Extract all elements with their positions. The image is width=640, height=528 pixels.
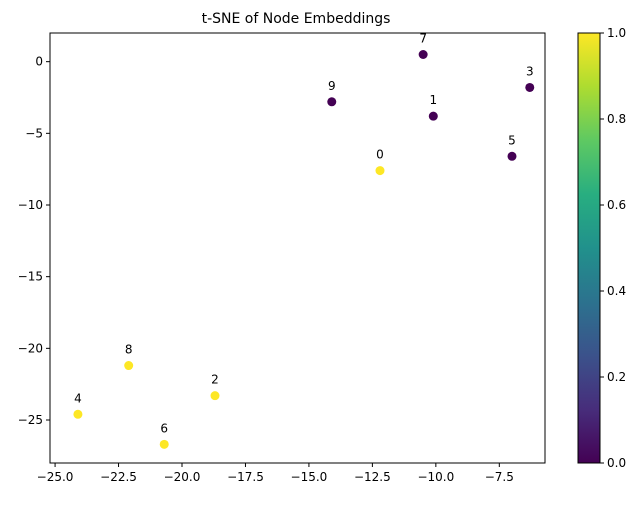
data-point [124,361,134,371]
point-label: 8 [125,343,133,357]
colorbar-tick-label: 0.0 [607,456,626,470]
point-label: 6 [160,421,168,435]
colorbar-tick-label: 1.0 [607,26,626,40]
point-label: 1 [429,93,437,107]
chart-title: t-SNE of Node Embeddings [202,11,391,27]
plot-area: −25.0 −22.5 −20.0 −17.5 −15.0 −12.5 −10.0 −7.5 0… [18,32,546,484]
data-point [507,151,517,161]
y-tick-label: −15 [18,270,43,284]
colorbar-gradient [577,32,601,464]
y-tick-label: −5 [25,126,43,140]
colorbar-tick-label: 0.8 [607,112,626,126]
y-tick-label: −20 [18,341,43,355]
point-label: 2 [211,373,219,387]
data-point [73,409,83,419]
colorbar-tick-label: 0.2 [607,370,626,384]
point-label: 4 [74,391,82,405]
data-point [418,50,428,59]
x-tick-label: −25.0 [37,470,74,484]
data-point [327,97,337,107]
plot-frame [49,32,546,464]
x-tick-label: −17.5 [227,470,264,484]
data-point [375,166,385,176]
y-tick-label: −10 [18,198,43,212]
y-tick-label: −25 [18,413,43,427]
data-point [159,439,169,449]
data-point [525,82,535,92]
x-tick-label: −15.0 [291,470,328,484]
point-label: 0 [376,148,384,162]
colorbar-tick-label: 0.4 [607,284,626,298]
x-tick-label: −12.5 [354,470,391,484]
data-point [210,391,220,401]
colorbar-tick-label: 0.6 [607,198,626,212]
colorbar: 0.0 0.2 0.4 0.6 0.8 1.0 [577,26,626,470]
point-label: 7 [419,32,427,46]
data-point [428,111,438,121]
y-tick-label: 0 [35,55,43,69]
point-label: 3 [526,64,534,78]
x-tick-label: −20.0 [164,470,201,484]
point-label: 9 [328,79,336,93]
x-tick-label: −22.5 [100,470,137,484]
point-label: 5 [508,133,516,147]
x-tick-label: −10.0 [417,470,454,484]
x-tick-label: −7.5 [485,470,514,484]
